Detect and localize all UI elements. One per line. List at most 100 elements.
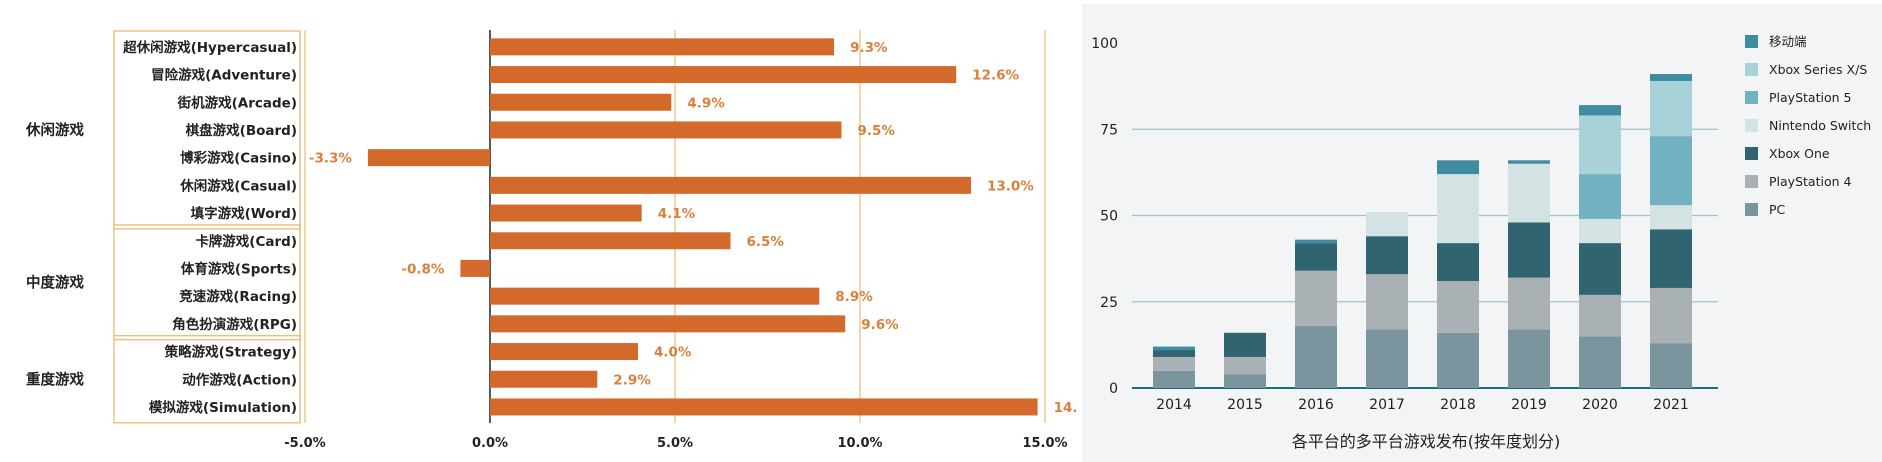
- stack-segment-4-2: [1437, 243, 1479, 282]
- bar-10: [490, 315, 846, 333]
- stack-segment-7-6: [1650, 74, 1692, 81]
- bar-2: [490, 93, 672, 111]
- legend-label: Xbox One: [1769, 146, 1830, 161]
- x-tick-label: 2020: [1582, 397, 1618, 413]
- stack-segment-6-6: [1579, 105, 1621, 116]
- bar-1: [490, 66, 957, 84]
- x-tick-label: 15.0%: [1022, 436, 1067, 451]
- legend-swatch: [1745, 91, 1758, 104]
- x-tick-label: 10.0%: [837, 436, 882, 451]
- data-label: 9.3%: [850, 40, 888, 56]
- category-label: 棋盘游戏(Board): [186, 122, 297, 139]
- data-label: 9.6%: [861, 317, 899, 333]
- legend-swatch: [1745, 203, 1758, 216]
- stack-segment-5-6: [1508, 160, 1550, 164]
- data-label: 2.9%: [613, 372, 651, 388]
- stack-segment-0-2: [1153, 350, 1195, 357]
- stack-segment-1-2: [1224, 332, 1266, 357]
- stack-segment-7-0: [1650, 343, 1692, 388]
- group-label: 中度游戏: [26, 273, 84, 291]
- stack-segment-6-5: [1579, 115, 1621, 175]
- stack-segment-4-3: [1437, 174, 1479, 244]
- stack-segment-1-1: [1224, 356, 1266, 375]
- stack-segment-3-0: [1366, 329, 1408, 388]
- right-chart-background: [1082, 4, 1882, 462]
- data-label: 4.9%: [687, 95, 725, 111]
- bar-0: [490, 38, 835, 56]
- x-tick-label: 2021: [1653, 397, 1689, 413]
- bar-4: [367, 149, 490, 167]
- legend-label: PC: [1769, 202, 1786, 217]
- stack-segment-4-6: [1437, 160, 1479, 175]
- bar-13: [490, 398, 1038, 416]
- stack-segment-3-1: [1366, 274, 1408, 330]
- stack-segment-6-2: [1579, 243, 1621, 295]
- stack-segment-5-1: [1508, 277, 1550, 330]
- category-label: 博彩游戏(Casino): [180, 150, 297, 167]
- bar-5: [490, 176, 971, 194]
- x-tick-label: 0.0%: [472, 436, 508, 451]
- stack-segment-2-2: [1295, 243, 1337, 271]
- stack-segment-0-0: [1153, 370, 1195, 388]
- stack-segment-5-2: [1508, 222, 1550, 278]
- genre-growth-chart: -5.0% 0.0% 5.0% 10.0% 15.0% 超休闲游戏(Hypercasual…: [25, 30, 1078, 451]
- category-label: 卡牌游戏(Card): [195, 233, 297, 250]
- legend-swatch: [1745, 35, 1758, 48]
- stack-segment-6-4: [1579, 174, 1621, 219]
- legend-swatch: [1745, 119, 1758, 132]
- stack-segment-2-6: [1295, 239, 1337, 244]
- stack-segment-6-0: [1579, 336, 1621, 388]
- group-label: 休闲游戏: [25, 121, 84, 139]
- stack-segment-5-3: [1508, 163, 1550, 223]
- platform-release-chart: 0 25 50 75 100 2014 2015 2016 2017 2018 2019 2020 20…: [1091, 34, 1871, 451]
- stack-segment-2-1: [1295, 270, 1337, 326]
- stack-segment-0-1: [1153, 356, 1195, 371]
- y-tick-label: 25: [1100, 295, 1118, 311]
- stack-segment-5-0: [1508, 329, 1550, 388]
- category-label: 角色扮演游戏(RPG): [172, 316, 297, 333]
- category-label: 竞速游戏(Racing): [179, 288, 297, 305]
- data-label: 4.1%: [658, 206, 696, 222]
- y-tick-label: 0: [1109, 381, 1118, 397]
- data-label: 6.5%: [747, 234, 785, 250]
- stack-segment-7-5: [1650, 80, 1692, 137]
- y-tick-label: 75: [1100, 122, 1118, 138]
- group-label: 重度游戏: [26, 370, 84, 388]
- x-tick-label: 2018: [1440, 397, 1476, 413]
- x-tick-label: 2014: [1156, 397, 1192, 413]
- stack-segment-7-4: [1650, 136, 1692, 206]
- stack-segment-4-0: [1437, 332, 1479, 388]
- x-tick-label: 2015: [1227, 397, 1263, 413]
- stack-segment-1-0: [1224, 374, 1266, 388]
- category-label: 冒险游戏(Adventure): [151, 67, 297, 84]
- legend-swatch: [1745, 147, 1758, 160]
- stack-segment-3-3: [1366, 212, 1408, 237]
- bar-12: [490, 370, 598, 388]
- legend-label: Xbox Series X/S: [1769, 62, 1867, 77]
- x-tick-label: -5.0%: [284, 436, 325, 451]
- category-label: 休闲游戏(Casual): [179, 177, 297, 194]
- category-label: 街机游戏(Arcade): [177, 94, 297, 111]
- stack-segment-7-3: [1650, 205, 1692, 230]
- x-tick-label: 2017: [1369, 397, 1405, 413]
- legend-label: PlayStation 5: [1769, 90, 1851, 105]
- category-label: 策略游戏(Strategy): [165, 344, 297, 361]
- chart-title: 各平台的多平台游戏发布(按年度划分): [1292, 432, 1561, 451]
- stack-segment-4-1: [1437, 281, 1479, 333]
- category-label: 模拟游戏(Simulation): [149, 399, 297, 416]
- legend-swatch: [1745, 175, 1758, 188]
- data-label: 4.0%: [654, 345, 692, 361]
- y-tick-label: 50: [1100, 209, 1118, 225]
- bar-11: [490, 343, 638, 361]
- bar-8: [460, 259, 490, 277]
- category-label: 填字游戏(Word): [191, 205, 297, 222]
- data-label: 12.6%: [972, 68, 1019, 84]
- data-label: 13.0%: [987, 178, 1034, 194]
- y-tick-label: 100: [1091, 36, 1118, 52]
- category-label: 超休闲游戏(Hypercasual): [122, 39, 297, 56]
- bar-7: [490, 232, 731, 250]
- legend-label: PlayStation 4: [1769, 174, 1851, 189]
- category-label: 体育游戏(Sports): [181, 260, 297, 277]
- bar-6: [490, 204, 642, 222]
